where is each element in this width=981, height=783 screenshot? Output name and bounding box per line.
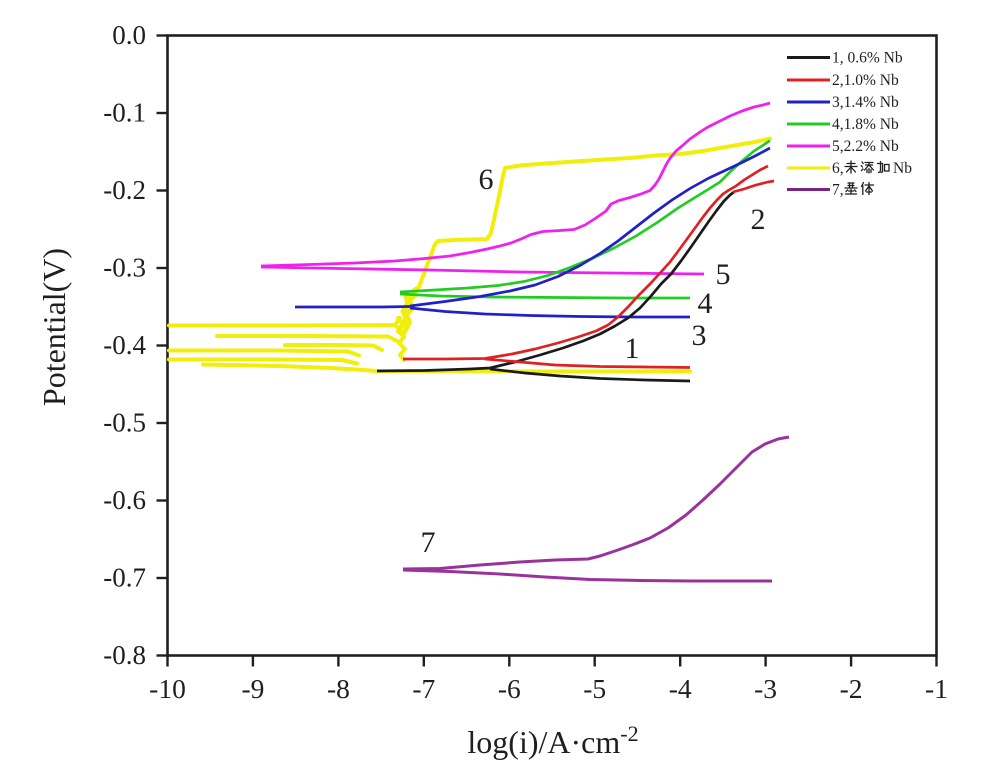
svg-text:Potential(V): Potential(V) (36, 248, 72, 406)
svg-text:-0.6: -0.6 (103, 485, 146, 515)
svg-text:6,: 6, (832, 160, 844, 177)
svg-text:5: 5 (716, 258, 731, 291)
svg-text:-8: -8 (327, 673, 350, 704)
svg-text:-2: -2 (840, 673, 863, 704)
svg-text:-9: -9 (241, 673, 264, 704)
svg-text:4,1.8% Nb: 4,1.8% Nb (832, 116, 899, 133)
svg-text:6: 6 (479, 163, 494, 196)
svg-text:-0.7: -0.7 (103, 563, 146, 593)
svg-text:-1: -1 (925, 673, 948, 704)
svg-text:-0.5: -0.5 (103, 408, 146, 438)
svg-text:-7: -7 (412, 673, 435, 704)
svg-text:-0.4: -0.4 (103, 330, 146, 360)
svg-text:4: 4 (698, 287, 713, 320)
svg-text:Nb: Nb (893, 160, 912, 177)
svg-text:7: 7 (421, 526, 436, 559)
svg-text:1, 0.6% Nb: 1, 0.6% Nb (832, 50, 903, 67)
svg-text:-0.1: -0.1 (103, 98, 146, 128)
svg-text:-5: -5 (583, 673, 606, 704)
svg-text:3,1.4% Nb: 3,1.4% Nb (832, 94, 899, 111)
svg-text:-3: -3 (754, 673, 777, 704)
svg-text:-6: -6 (498, 673, 521, 704)
svg-text:-0.8: -0.8 (103, 640, 146, 670)
svg-text:log(i)/A·cm-2: log(i)/A·cm-2 (467, 721, 638, 760)
svg-text:-10: -10 (149, 673, 186, 704)
svg-text:5,2.2% Nb: 5,2.2% Nb (832, 138, 899, 155)
svg-text:-0.2: -0.2 (103, 175, 146, 205)
svg-text:2,1.0% Nb: 2,1.0% Nb (832, 72, 899, 89)
svg-text:0.0: 0.0 (112, 20, 146, 50)
svg-text:2: 2 (751, 203, 766, 236)
svg-text:7,: 7, (832, 182, 844, 199)
svg-text:-0.3: -0.3 (103, 253, 146, 283)
svg-text:3: 3 (692, 319, 707, 352)
svg-text:-4: -4 (669, 673, 692, 704)
svg-text:1: 1 (625, 332, 640, 365)
